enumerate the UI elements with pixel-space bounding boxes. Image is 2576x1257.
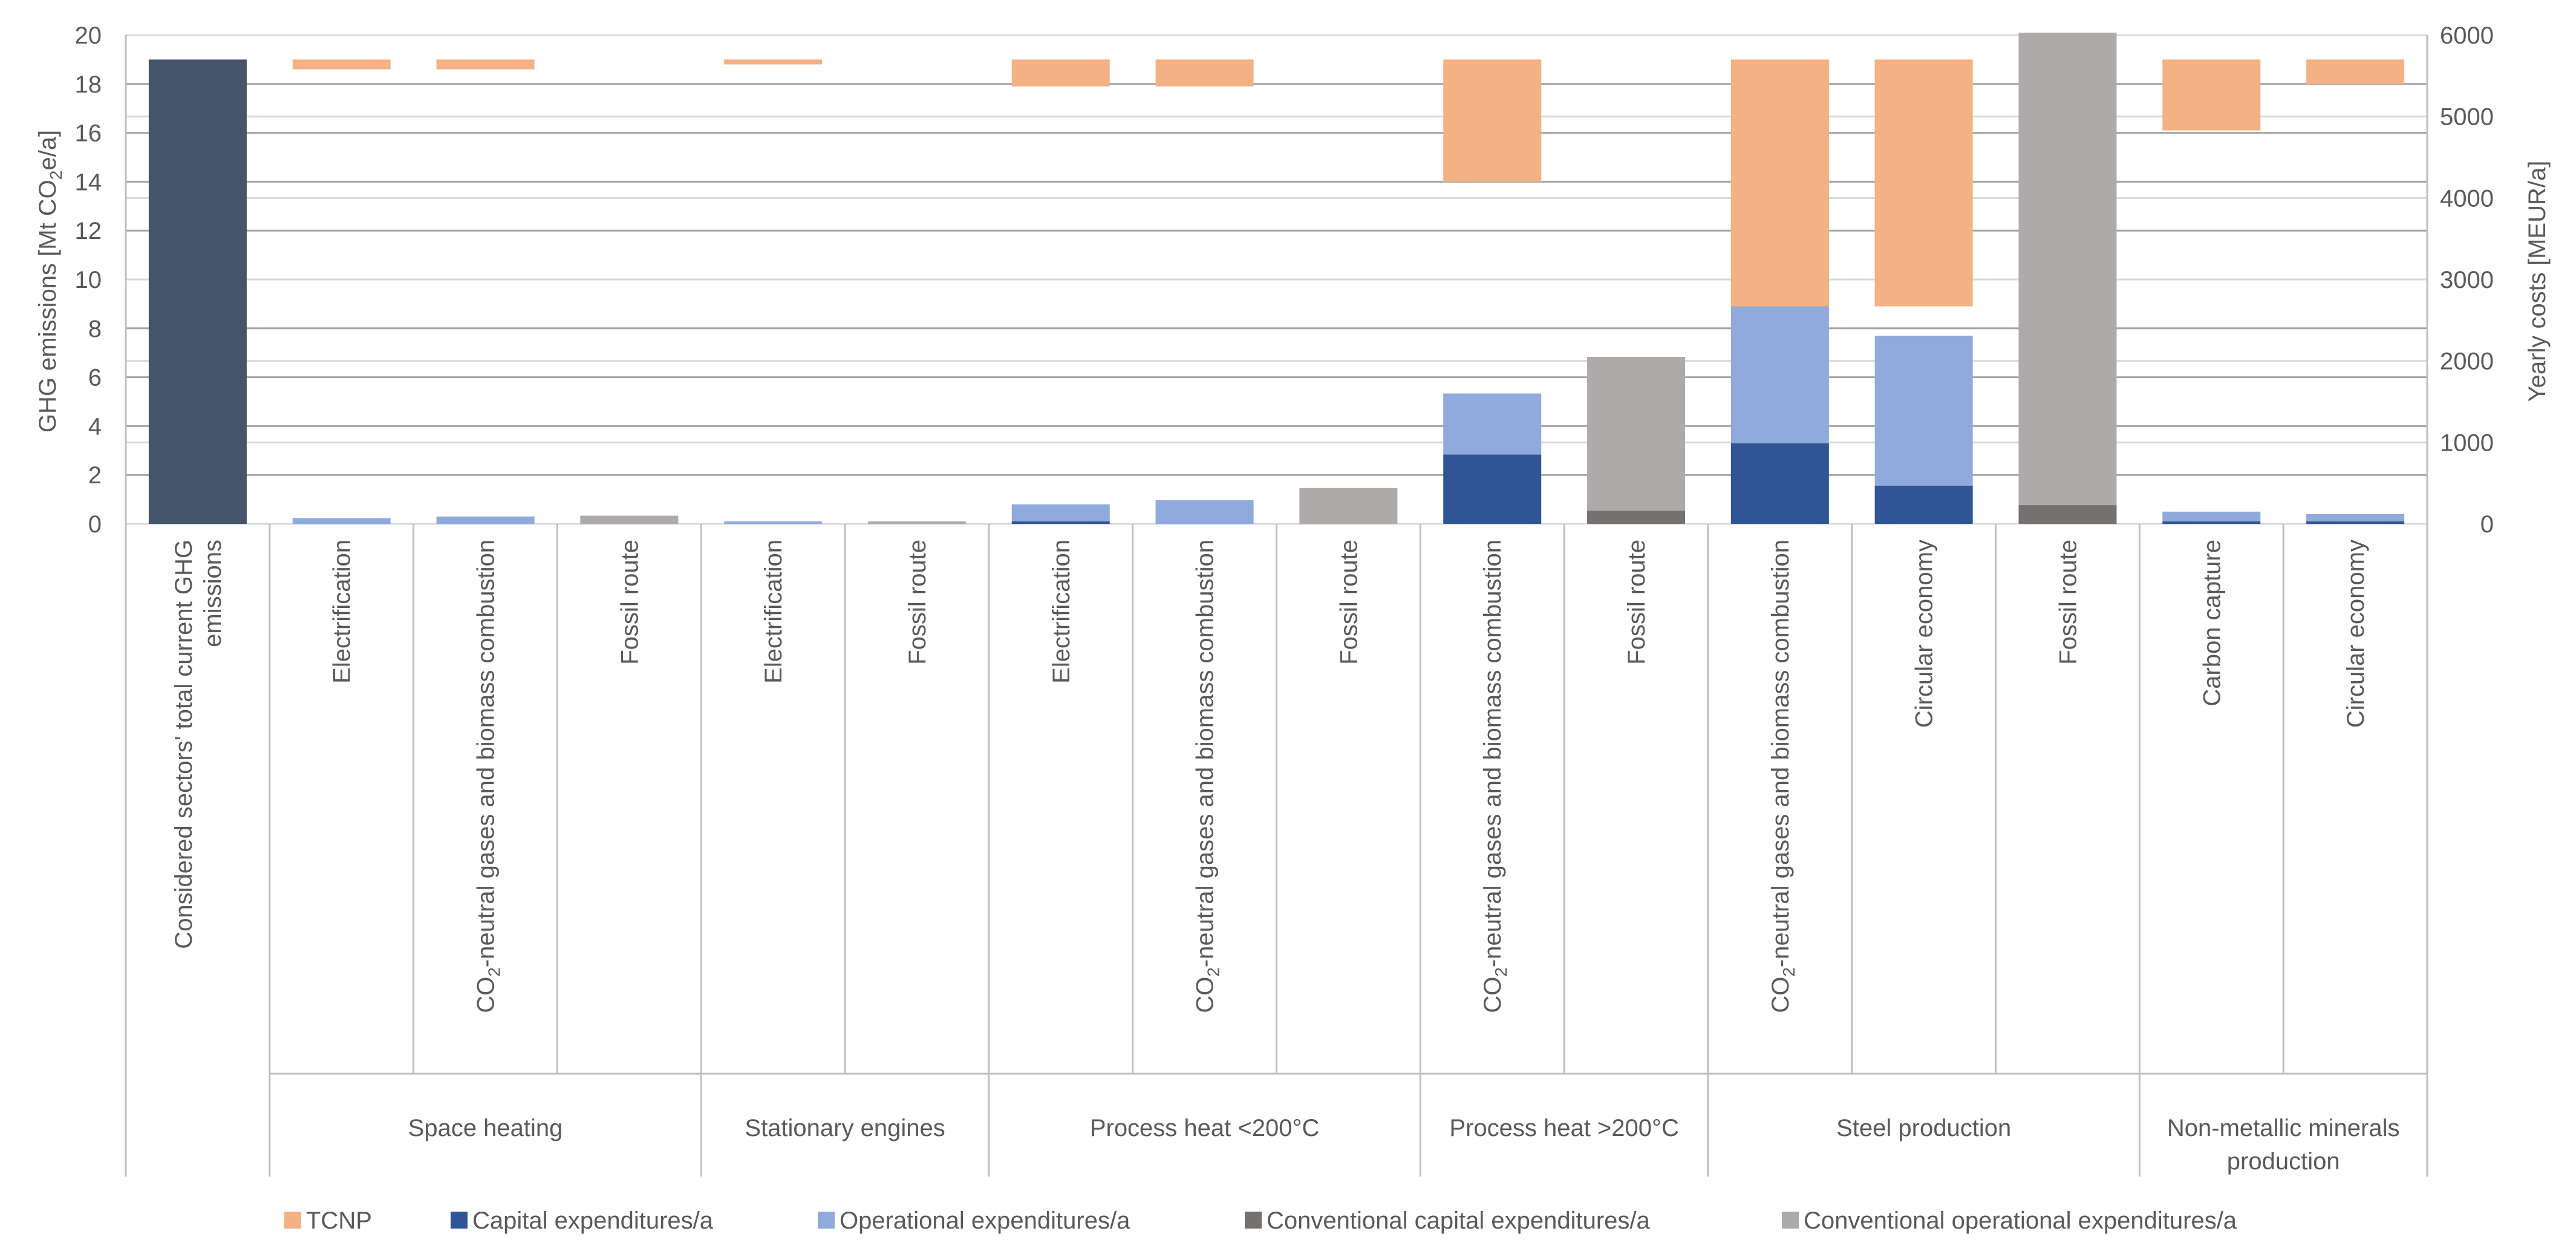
axes [125,35,2428,1177]
bar-tcnp [1874,59,1973,307]
category-label: Circular economy [1911,540,1938,728]
tick-label-left: 12 [75,218,102,244]
group-labels: Space heating Stationary engines Process h… [408,1115,2400,1175]
bar-conv-opex [867,521,966,524]
bar-capex [1730,443,1829,524]
tick-label-right: 5000 [2440,104,2494,131]
bar-tcnp [2162,59,2261,131]
category-label: CO2-neutral gases and biomass combustion [1479,540,1510,1013]
bar-conv-opex [2018,32,2117,506]
tick-label-left: 0 [88,511,102,538]
bar-opex [724,521,823,524]
tick-label-right: 0 [2480,511,2494,538]
bar-total-emissions [148,59,247,524]
bar-opex [1011,504,1110,521]
bar-capex [2306,521,2405,524]
bar-conv-capex [2018,505,2117,524]
group-label: production [2227,1148,2340,1175]
group-label: Process heat <200°C [1090,1115,1320,1141]
bar-conv-opex [1299,488,1398,524]
bar-opex [2162,511,2261,521]
tick-label-right: 1000 [2440,429,2494,456]
legend-label-tcnp: TCNP [306,1207,372,1234]
bar-capex [1443,454,1542,524]
legend-swatch-tcnp [284,1212,301,1229]
y-axis-right-label: Yearly costs [MEUR/a] [2524,161,2551,402]
tick-label-right: 4000 [2440,185,2494,212]
bar-tcnp [292,59,391,70]
category-label: Electrification [760,540,787,684]
category-label: Fossil route [1623,540,1650,665]
legend-label-opex: Operational expenditures/a [840,1207,1130,1234]
tick-label-left: 16 [75,120,102,147]
category-label: Electrification [329,540,356,684]
tick-label-left: 10 [75,267,102,293]
category-label: CO2-neutral gases and biomass combustion [1767,540,1798,1013]
group-label: Process heat >200°C [1449,1115,1679,1141]
legend-label-conv-capex: Conventional capital expenditures/a [1267,1207,1651,1234]
legend-swatch-capex [451,1212,468,1229]
category-label: Fossil route [616,540,643,665]
legend: TCNP Capital expenditures/a Operational ex… [284,1207,2237,1234]
category-label: Circular economy [2343,540,2369,728]
legend-label-conv-opex: Conventional operational expenditures/a [1804,1207,2237,1234]
bar-tcnp [436,59,535,70]
bar-conv-opex [580,515,679,524]
bar-opex [1155,500,1254,524]
category-label: CO2-neutral gases and biomass combustion [1192,540,1223,1013]
left-axis-ticks: 0 2 4 6 8 10 12 14 16 18 20 [75,22,102,538]
y-axis-left-label: GHG emissions [Mt CO2e/a] [34,130,65,433]
bar-conv-capex [1587,511,1686,524]
category-label: Fossil route [1335,540,1362,665]
legend-label-capex: Capital expenditures/a [472,1207,714,1234]
category-label: Carbon capture [2199,540,2225,707]
bar-capex [2162,521,2261,524]
category-labels: Considered sectors' total current GHG emi… [171,540,2369,1013]
bar-tcnp [1730,59,1829,307]
tick-label-right: 3000 [2440,267,2494,293]
bar-tcnp [1155,59,1254,87]
tick-label-left: 14 [75,169,102,195]
category-label: Fossil route [904,540,931,665]
bar-tcnp [1011,59,1110,87]
bar-opex [1443,393,1542,455]
tick-label-right: 6000 [2440,22,2494,49]
group-label: Space heating [408,1115,563,1141]
tick-label-left: 4 [88,413,102,440]
tick-label-left: 6 [88,365,102,391]
bar-tcnp [2306,59,2405,84]
group-label: Non-metallic minerals [2167,1115,2400,1141]
bars [148,32,2405,524]
category-label: Considered sectors' total current GHG [171,540,197,949]
bar-opex [292,518,391,524]
tick-label-left: 20 [75,22,102,49]
legend-swatch-opex [818,1212,835,1229]
bar-capex [1874,485,1973,524]
bar-opex [436,516,535,524]
tick-label-left: 2 [88,462,102,489]
category-label: Electrification [1048,540,1075,684]
tick-label-left: 8 [88,316,102,342]
category-label: emissions [200,540,226,647]
bar-capex [1011,521,1110,524]
bar-opex [2306,514,2405,521]
bar-tcnp [724,59,823,65]
bar-tcnp [1443,59,1542,182]
group-label: Steel production [1836,1115,2011,1141]
legend-swatch-conv-opex [1782,1212,1799,1229]
bar-opex [1874,335,1973,486]
category-label: CO2-neutral gases and biomass combustion [473,540,504,1013]
legend-swatch-conv-capex [1245,1212,1262,1229]
tick-label-right: 2000 [2440,348,2494,375]
right-axis-ticks: 0 1000 2000 3000 4000 5000 6000 [2440,22,2494,538]
group-label: Stationary engines [745,1115,945,1141]
bar-conv-opex [1587,356,1686,511]
category-label: Fossil route [2055,540,2081,665]
tick-label-left: 18 [75,71,102,98]
